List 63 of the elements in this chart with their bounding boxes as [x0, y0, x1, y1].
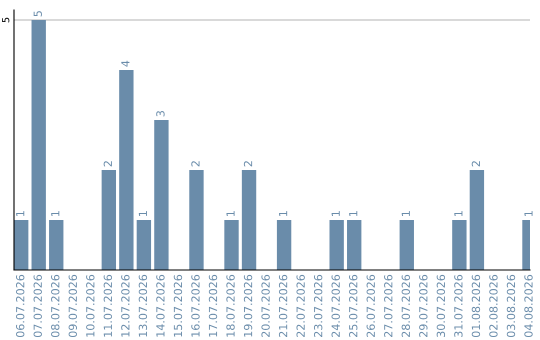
x-tick-label: 06.07.2026 [16, 274, 24, 338]
data-label: 2 [191, 161, 200, 166]
bar [452, 220, 467, 270]
data-label: 5 [34, 11, 42, 16]
x-tick-label: 12.07.2026 [121, 274, 130, 337]
x-tick-label: 04.08.2026 [524, 274, 533, 338]
bar [32, 20, 46, 270]
x-tick-label: 14.07.2026 [156, 274, 165, 337]
data-label: 4 [121, 60, 130, 67]
x-tick-label: 07.07.2026 [34, 274, 42, 338]
data-label: 1 [279, 211, 288, 216]
x-tick-label: 20.07.2026 [261, 274, 270, 337]
x-tick-label: 01.08.2026 [472, 274, 480, 338]
data-label: 1 [524, 211, 533, 216]
data-label: 1 [332, 211, 340, 216]
x-tick-label: 30.07.2026 [436, 274, 446, 337]
bar [102, 170, 116, 270]
data-label: 2 [104, 161, 112, 166]
bar [347, 220, 362, 270]
x-tick-label: 26.07.2026 [366, 274, 375, 337]
bar [189, 170, 204, 270]
data-label: 1 [349, 211, 358, 216]
bar [49, 220, 64, 270]
data-label: 1 [51, 211, 60, 216]
bar [136, 220, 152, 270]
data-label: 2 [472, 161, 480, 166]
bar [329, 220, 344, 270]
bar [154, 120, 169, 270]
bar [242, 170, 256, 270]
bar [276, 220, 292, 270]
x-tick-label: 21.07.2026 [278, 274, 288, 337]
x-tick-label: 24.07.2026 [331, 274, 340, 337]
bar [470, 170, 484, 270]
bar [14, 220, 28, 270]
data-label: 1 [16, 211, 24, 216]
data-label: 2 [244, 161, 252, 166]
x-tick-label: 16.07.2026 [191, 274, 200, 337]
x-tick-label: 22.07.2026 [296, 274, 305, 337]
x-tick-label: 23.07.2026 [314, 274, 322, 337]
x-tick-label: 11.07.2026 [104, 274, 112, 337]
x-tick-label: 31.07.2026 [454, 274, 463, 337]
x-tick-label: 19.07.2026 [244, 274, 252, 337]
x-tick-label: 10.07.2026 [86, 274, 95, 337]
x-tick-label: 09.07.2026 [68, 274, 77, 338]
x-tick-label: 02.08.2026 [489, 274, 498, 338]
x-tick-label: 13.07.2026 [138, 274, 148, 337]
data-label: 1 [454, 211, 462, 216]
x-tick-label: 08.07.2026 [51, 274, 60, 338]
bar [119, 70, 134, 270]
bar [400, 220, 414, 270]
x-tick-label: 15.07.2026 [174, 274, 182, 337]
data-label: 1 [402, 211, 410, 216]
x-tick-label: 27.07.2026 [384, 274, 392, 337]
data-label: 1 [138, 211, 147, 216]
x-tick-label: 17.07.2026 [208, 274, 218, 337]
x-tick-label: 28.07.2026 [402, 274, 410, 337]
data-label: 3 [156, 111, 165, 116]
x-tick-label: 25.07.2026 [349, 274, 358, 337]
bar [224, 220, 239, 270]
x-tick-label: 29.07.2026 [419, 274, 428, 337]
x-tick-label: 18.07.2026 [226, 274, 235, 337]
data-label: 1 [226, 211, 235, 216]
x-tick-label: 03.08.2026 [506, 274, 516, 338]
